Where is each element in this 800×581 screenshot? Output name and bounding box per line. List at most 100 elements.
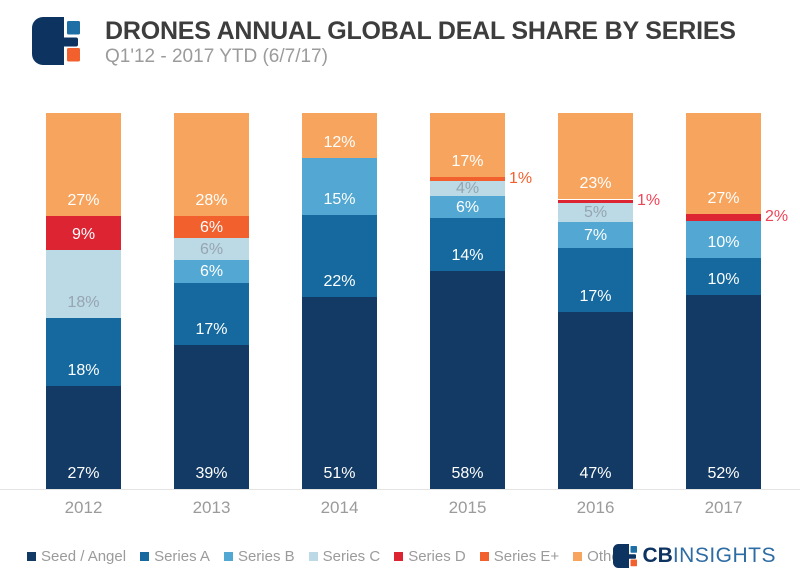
x-axis-tick-label: 2015 [448, 498, 487, 517]
legend-item: Series A [140, 548, 210, 565]
cbinsights-mark-small-icon [613, 544, 638, 568]
bar-segment [430, 176, 505, 181]
bar-segment: 7% [558, 222, 633, 249]
legend-swatch-icon [479, 552, 489, 561]
bar-value-label: 7% [583, 226, 608, 244]
bar-value-label: 51% [323, 465, 356, 482]
page-title: DRONES ANNUAL GLOBAL DEAL SHARE BY SERIE… [105, 17, 736, 45]
stacked-bar-chart: 27% 18% 18% 9% 27% 39% 17% 6% 6% 6% 28% 51% 22% 15% 12… [0, 113, 800, 489]
bar-column-2017: 52% 10% 10% 2% 27% [686, 113, 788, 489]
bar-segment: 5% [558, 203, 633, 223]
chart-legend: Seed / Angel Series A Series B Series C Seri… [27, 548, 625, 565]
bar-segment: 52% [686, 295, 761, 489]
bar-value-label: 52% [707, 465, 740, 482]
bar-segment: 14% [430, 218, 505, 271]
bar-segment: 10% [686, 220, 761, 259]
legend-item: Series C [308, 548, 381, 565]
legend-label: Series D [408, 548, 466, 565]
bar-value-label: 6% [455, 198, 480, 216]
bar-value-label: 23% [579, 175, 612, 193]
x-axis-tick-label: 2013 [192, 498, 231, 517]
bar-value-label: 15% [323, 190, 356, 208]
brand-cb-text: CB [642, 544, 673, 567]
bar-column-2013: 39% 17% 6% 6% 6% 28% [174, 113, 249, 489]
bar-value-label: 27% [707, 189, 740, 207]
legend-swatch-icon [140, 552, 150, 561]
bar-segment: 6% [174, 216, 249, 239]
bar-value-label: 14% [451, 246, 484, 264]
legend-label: Seed / Angel [41, 548, 127, 565]
bar-segment: 58% [430, 270, 505, 489]
bar-segment: 4% [430, 179, 505, 197]
bar-segment: 27% [46, 113, 121, 216]
legend-swatch-icon [27, 552, 36, 561]
bar-segment: 27% [46, 386, 121, 489]
bar-segment: 17% [430, 113, 505, 177]
bar-segment: 6% [174, 260, 249, 283]
legend-label: Series E+ [493, 548, 560, 565]
cbinsights-mark-icon [32, 17, 80, 65]
legend-label: Series B [237, 548, 295, 565]
bar-value-label: 18% [67, 294, 100, 312]
bar-column-2015: 58% 14% 6% 4% 1% 17% [430, 113, 532, 489]
bar-column-2012: 27% 18% 18% 9% 27% [46, 113, 121, 489]
bar-value-label: 6% [199, 240, 224, 258]
legend-label: Series A [154, 548, 210, 565]
brand-insights-text: INSIGHTS [672, 544, 776, 567]
bar-segment: 39% [174, 345, 249, 489]
bar-segment: 28% [174, 113, 249, 217]
bar-value-label: 6% [199, 218, 224, 236]
bar-segment: 17% [558, 248, 633, 313]
legend-item: Seed / Angel [27, 548, 126, 565]
bar-value-label: 27% [67, 465, 100, 482]
bar-value-label: 9% [71, 225, 96, 243]
bar-value-label: 5% [583, 204, 608, 222]
bar-segment: 10% [686, 258, 761, 296]
x-axis-tick-label: 2014 [320, 498, 359, 517]
bar-segment: 18% [46, 249, 121, 319]
legend-label: Series C [322, 548, 381, 565]
bar-segment [686, 213, 761, 221]
bar-segment: 9% [46, 215, 121, 250]
bar-value-label: 10% [707, 234, 740, 252]
bar-value-label: 12% [323, 134, 356, 152]
cbinsights-wordmark: CB INSIGHTS [613, 544, 776, 568]
bar-value-label: 4% [455, 179, 480, 197]
x-axis-tick-label: 2012 [64, 498, 103, 517]
bar-column-2014: 51% 22% 15% 12% [302, 113, 377, 489]
legend-item: Series D [394, 548, 466, 565]
bar-segment: 12% [302, 113, 377, 159]
bar-segment [558, 199, 633, 204]
bar-value-label: 39% [195, 465, 228, 482]
legend-swatch-icon [223, 552, 233, 561]
bar-column-2016: 47% 17% 7% 5% 1% 23% [558, 113, 660, 489]
x-axis-line [0, 489, 800, 490]
bar-value-label: 58% [451, 465, 484, 482]
bar-segment: 23% [558, 113, 633, 200]
legend-item: Series E+ [479, 548, 560, 565]
bar-value-label: 17% [579, 288, 612, 306]
bar-value-label: 27% [67, 191, 100, 209]
bar-segment: 51% [302, 297, 377, 489]
legend-swatch-icon [394, 552, 404, 561]
bar-value-label: 47% [579, 465, 612, 482]
bar-segment: 15% [302, 158, 377, 215]
bar-value-label: 28% [195, 192, 228, 210]
bar-segment: 6% [174, 238, 249, 261]
x-axis-tick-label: 2016 [576, 498, 615, 517]
bar-value-callout-label: 2% [765, 208, 789, 226]
bar-segment: 18% [46, 318, 121, 387]
bar-value-callout-label: 1% [509, 169, 533, 187]
legend-swatch-icon [573, 552, 583, 561]
bar-segment: 22% [302, 214, 377, 298]
bar-segment: 17% [174, 282, 249, 346]
bar-value-label: 18% [67, 362, 100, 380]
legend-item: Series B [223, 548, 295, 565]
bar-value-label: 6% [199, 263, 224, 281]
bar-value-label: 17% [451, 152, 484, 170]
page-subtitle: Q1'12 - 2017 YTD (6/7/17) [105, 46, 328, 67]
bar-segment: 27% [686, 113, 761, 214]
bar-value-label: 17% [195, 321, 228, 339]
bar-value-callout-label: 1% [637, 192, 661, 210]
